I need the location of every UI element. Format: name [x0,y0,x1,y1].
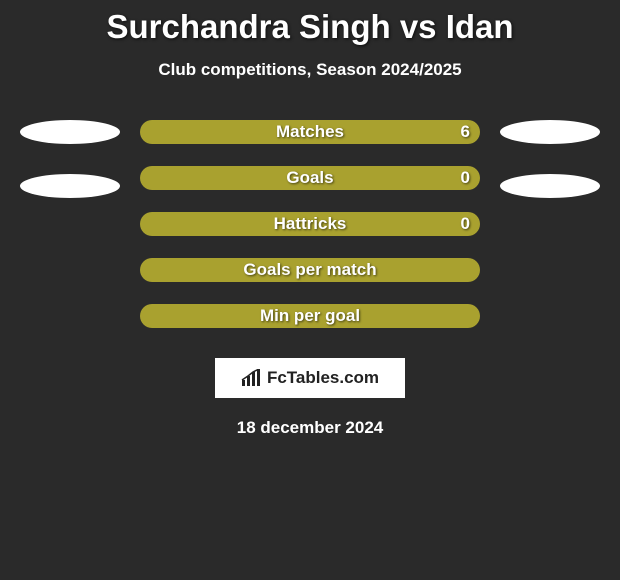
logo-badge: FcTables.com [215,358,405,398]
logo-text: FcTables.com [267,368,379,388]
bar-label: Min per goal [140,304,480,328]
stat-bar-matches: Matches6 [140,120,480,144]
player1-avatar-col [10,120,130,228]
bar-value-player2: 0 [461,212,470,236]
stats-card: Surchandra Singh vs Idan Club competitio… [0,0,620,438]
bar-chart-icon [241,369,263,387]
player2-avatar-placeholder [500,174,600,198]
bar-label: Goals [140,166,480,190]
logo-inner: FcTables.com [241,368,379,388]
date-text: 18 december 2024 [237,418,384,438]
bar-label: Goals per match [140,258,480,282]
subtitle: Club competitions, Season 2024/2025 [158,60,461,80]
player2-avatar-placeholder [500,120,600,144]
bar-value-player2: 0 [461,166,470,190]
stat-bar-min-per-goal: Min per goal [140,304,480,328]
bar-label: Hattricks [140,212,480,236]
player1-avatar-placeholder [20,120,120,144]
stat-bar-hattricks: Hattricks0 [140,212,480,236]
bar-value-player2: 6 [461,120,470,144]
page-title: Surchandra Singh vs Idan [106,8,513,46]
stats-area: Matches6Goals0Hattricks0Goals per matchM… [0,120,620,350]
player1-avatar-placeholder [20,174,120,198]
bar-label: Matches [140,120,480,144]
stats-bars: Matches6Goals0Hattricks0Goals per matchM… [140,120,480,350]
stat-bar-goals-per-match: Goals per match [140,258,480,282]
player2-avatar-col [490,120,610,228]
stat-bar-goals: Goals0 [140,166,480,190]
